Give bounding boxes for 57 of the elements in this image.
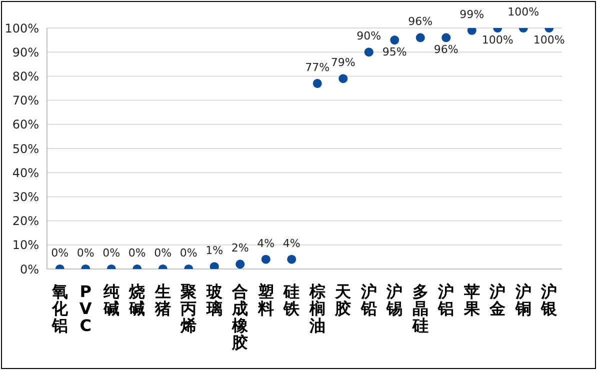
x-tick-label: 天胶: [334, 282, 352, 318]
x-tick-label: 沪锡: [386, 282, 403, 318]
x-tick-label: 苹果: [462, 282, 481, 318]
data-label: 90%: [356, 30, 382, 43]
x-tick-label: 沪铝: [437, 282, 454, 318]
data-label: 0%: [154, 246, 172, 260]
x-tick-label: 塑料: [256, 282, 274, 318]
x-tick-label: 沪金: [488, 282, 506, 318]
y-tick-label: 80%: [12, 69, 39, 84]
x-tick-label: 氧化铝: [50, 282, 69, 335]
y-tick-label: 40%: [12, 166, 39, 180]
point: [364, 48, 374, 57]
y-tick-label: 50%: [12, 142, 39, 156]
point: [338, 74, 348, 84]
y-tick-label: 100%: [4, 21, 39, 36]
y-tick-label: 60%: [12, 118, 39, 132]
x-tick-label: 纯碱: [102, 282, 120, 318]
data-label: 4%: [257, 236, 275, 250]
y-tick-label: 10%: [12, 238, 39, 252]
data-label: 0%: [180, 246, 198, 260]
data-label: 100%: [533, 33, 565, 46]
x-tick-label: 多晶硅: [411, 282, 428, 335]
data-label: 77%: [305, 60, 330, 74]
point: [442, 33, 451, 42]
point: [312, 78, 322, 88]
data-label: 0%: [128, 246, 146, 260]
data-label: 99%: [460, 8, 484, 21]
point: [390, 36, 400, 45]
y-tick-label: 30%: [12, 190, 39, 204]
x-tick-label: 玻璃: [205, 282, 224, 318]
data-label: 96%: [408, 15, 433, 28]
data-label: 95%: [382, 46, 407, 59]
x-tick-label: 合成橡胶: [231, 282, 250, 352]
y-tick-label: 70%: [12, 94, 39, 108]
data-label: 96%: [434, 43, 458, 56]
data-label: 0%: [76, 246, 94, 260]
x-tick-label: 硅铁: [282, 282, 301, 318]
data-label: 1%: [206, 244, 224, 258]
x-tick-label: 烧碱: [128, 282, 146, 318]
x-tick-label: 沪铜: [514, 282, 532, 318]
x-tick-label: 沪银: [540, 282, 558, 318]
x-tick-label: 沪铅: [360, 282, 377, 318]
data-label: 0%: [51, 246, 69, 260]
x-tick-label: 生猪: [154, 282, 171, 318]
y-tick-label: 20%: [12, 214, 39, 228]
y-tick-label: 0%: [20, 262, 39, 276]
data-label: 4%: [282, 236, 300, 250]
data-label: 100%: [482, 33, 514, 46]
data-label: 2%: [231, 242, 249, 255]
data-label: 79%: [330, 56, 356, 70]
x-tick-label: 聚丙烯: [180, 282, 197, 335]
y-tick-label: 90%: [12, 45, 39, 60]
point: [416, 33, 425, 42]
data-label: 0%: [102, 246, 120, 260]
x-tick-label: 棕榈油: [308, 282, 326, 335]
data-label: 100%: [508, 5, 540, 18]
x-tick-label: PVC: [79, 282, 92, 335]
